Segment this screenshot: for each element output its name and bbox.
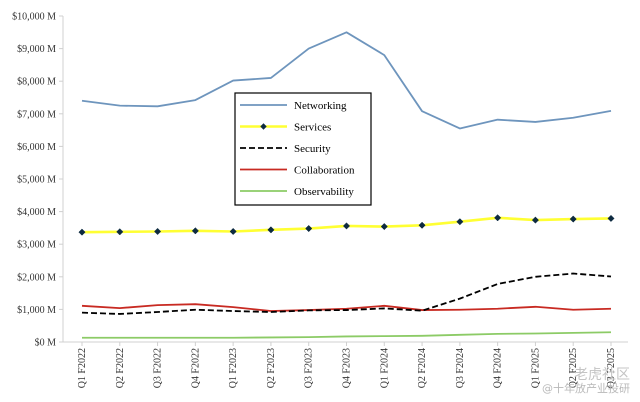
- series-point-services: [418, 221, 426, 229]
- y-tick-label: $3,000 M: [17, 240, 56, 251]
- series-point-services: [607, 214, 615, 222]
- x-tick-label: Q4 F2024: [493, 348, 504, 388]
- legend-item-security: Security: [240, 143, 331, 155]
- x-axis-ticks: Q1 F2022 Q2 F2022 Q3 F2022 Q4 F2022 Q1 F2023…: [77, 342, 617, 388]
- series-line-security: [81, 272, 612, 315]
- x-tick-label: Q3 F2022: [153, 348, 164, 388]
- series-point-services: [531, 216, 539, 224]
- x-tick-label: Q1 F2023: [228, 348, 239, 388]
- watermark: 老虎社区 @十年放产业投研: [542, 368, 630, 396]
- series-point-services: [229, 227, 237, 236]
- series-point-services: [78, 228, 86, 236]
- x-tick-label: Q3 F2024: [455, 348, 466, 388]
- series-line-networking: [81, 31, 612, 130]
- y-tick-label: $1,000 M: [17, 305, 56, 316]
- series-line-observability: [82, 331, 612, 339]
- x-tick-label: Q1 F2025: [530, 348, 541, 388]
- legend-label: Networking: [294, 100, 347, 112]
- legend-item-observability: Observability: [240, 186, 354, 198]
- legend-item-collaboration: Collaboration: [240, 165, 355, 177]
- series-point-services: [456, 218, 464, 226]
- legend-item-networking: Networking: [240, 100, 347, 112]
- x-tick-label: Q1 F2022: [77, 348, 88, 388]
- x-tick-label: Q1 F2024: [379, 348, 390, 388]
- x-tick-label: Q2 F2025: [568, 348, 579, 388]
- y-tick-label: $6,000 M: [17, 142, 56, 153]
- x-tick-label: Q2 F2023: [266, 348, 277, 388]
- series-point-services: [380, 223, 388, 231]
- legend-label: Services: [294, 122, 331, 134]
- x-tick-label: Q4 F2023: [342, 348, 353, 388]
- y-tick-label: $0 M: [35, 338, 57, 349]
- y-tick-label: $10,000 M: [12, 12, 56, 23]
- plot-area: $0 M $1,000 M $2,000 M $3,000 M $4,000 M $5,0…: [12, 12, 628, 388]
- legend: Networking Services Security Collaboration O…: [234, 92, 372, 206]
- series-point-services: [116, 228, 124, 236]
- y-tick-label: $2,000 M: [17, 272, 56, 283]
- x-tick-label: Q3 F2023: [304, 348, 315, 388]
- x-tick-label: Q3 F2025: [606, 348, 617, 388]
- y-tick-label: $7,000 M: [17, 109, 56, 120]
- y-axis-ticks: $0 M $1,000 M $2,000 M $3,000 M $4,000 M $5,0…: [12, 12, 63, 349]
- legend-marker: [260, 123, 267, 130]
- legend-item-services: Services: [240, 122, 331, 134]
- series-point-services: [305, 224, 313, 233]
- legend-label: Observability: [294, 186, 354, 198]
- y-tick-label: $8,000 M: [17, 77, 56, 88]
- x-tick-label: Q2 F2024: [417, 348, 428, 388]
- y-tick-label: $4,000 M: [17, 207, 56, 218]
- x-tick-label: Q2 F2022: [115, 348, 126, 388]
- series-point-services: [569, 215, 577, 223]
- y-tick-label: $9,000 M: [17, 44, 56, 55]
- series-line-collaboration: [81, 303, 612, 312]
- y-tick-label: $5,000 M: [17, 175, 56, 186]
- watermark-line2: @十年放产业投研: [542, 382, 630, 395]
- series-point-services: [191, 227, 199, 235]
- x-tick-label: Q4 F2022: [190, 348, 201, 388]
- series-point-services: [494, 214, 502, 222]
- series-point-services: [154, 227, 162, 236]
- legend-label: Security: [294, 143, 331, 155]
- legend-box: [234, 92, 372, 206]
- series-layer: [78, 31, 615, 339]
- series-point-services: [342, 222, 351, 230]
- legend-label: Collaboration: [294, 165, 355, 177]
- watermark-line1: 老虎社区: [574, 367, 630, 383]
- series-point-services: [267, 226, 275, 234]
